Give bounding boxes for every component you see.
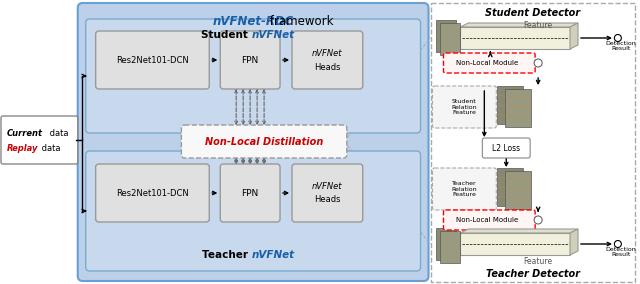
Text: Teacher
Relation
Feature: Teacher Relation Feature <box>452 181 477 197</box>
Text: L2 Loss: L2 Loss <box>492 143 520 153</box>
Text: Heads: Heads <box>314 62 340 72</box>
Text: Teacher Detector: Teacher Detector <box>486 269 580 279</box>
Text: data: data <box>47 128 68 137</box>
FancyBboxPatch shape <box>444 53 535 73</box>
Circle shape <box>534 59 542 67</box>
Text: Feature: Feature <box>523 258 552 266</box>
Text: nVFNet: nVFNet <box>252 30 294 40</box>
Text: nVFNet: nVFNet <box>252 250 294 260</box>
Text: Student
Relation
Feature: Student Relation Feature <box>452 99 477 115</box>
Text: Detection
Result: Detection Result <box>605 41 636 51</box>
Text: Detection
Result: Detection Result <box>605 247 636 257</box>
Bar <box>440 23 460 55</box>
Text: Res2Net101-DCN: Res2Net101-DCN <box>116 189 189 197</box>
Text: Replay: Replay <box>7 143 38 153</box>
Bar <box>505 89 531 127</box>
Polygon shape <box>570 23 578 49</box>
Bar <box>436 20 456 52</box>
Circle shape <box>614 241 621 247</box>
FancyBboxPatch shape <box>433 86 496 128</box>
Bar <box>497 168 523 206</box>
Text: Teacher: Teacher <box>202 250 251 260</box>
FancyBboxPatch shape <box>444 210 535 230</box>
Circle shape <box>534 216 542 224</box>
Bar <box>505 171 531 209</box>
Text: Non-Local Distillation: Non-Local Distillation <box>205 137 323 147</box>
Polygon shape <box>460 27 570 49</box>
Text: Res2Net101-DCN: Res2Net101-DCN <box>116 55 189 64</box>
FancyBboxPatch shape <box>86 19 420 133</box>
FancyBboxPatch shape <box>292 31 363 89</box>
Text: FPN: FPN <box>241 189 259 197</box>
Bar <box>436 228 456 260</box>
FancyBboxPatch shape <box>483 138 530 158</box>
FancyBboxPatch shape <box>86 151 420 271</box>
Text: Non-Local Module: Non-Local Module <box>456 60 518 66</box>
Text: Feature: Feature <box>523 20 552 30</box>
FancyBboxPatch shape <box>292 164 363 222</box>
Text: nVFNet: nVFNet <box>312 181 342 191</box>
Text: Heads: Heads <box>314 195 340 204</box>
Text: Student Detector: Student Detector <box>485 8 580 18</box>
FancyBboxPatch shape <box>95 164 209 222</box>
Text: Current: Current <box>7 128 43 137</box>
Bar <box>497 86 523 124</box>
Text: FPN: FPN <box>241 55 259 64</box>
Polygon shape <box>460 233 570 255</box>
Text: nVFNet: nVFNet <box>312 49 342 57</box>
FancyBboxPatch shape <box>220 164 280 222</box>
FancyBboxPatch shape <box>1 116 77 164</box>
FancyBboxPatch shape <box>77 3 429 281</box>
Polygon shape <box>460 23 578 27</box>
Bar <box>431 3 635 282</box>
Polygon shape <box>460 229 578 233</box>
Text: data: data <box>39 143 60 153</box>
Bar <box>440 231 460 263</box>
Polygon shape <box>570 229 578 255</box>
FancyBboxPatch shape <box>95 31 209 89</box>
Text: framework: framework <box>266 14 333 28</box>
Circle shape <box>614 34 621 41</box>
Text: Student: Student <box>200 30 251 40</box>
Text: nVFNet-RDC: nVFNet-RDC <box>212 14 294 28</box>
FancyBboxPatch shape <box>181 125 347 158</box>
Text: Non-Local Module: Non-Local Module <box>456 217 518 223</box>
FancyBboxPatch shape <box>433 168 496 210</box>
FancyBboxPatch shape <box>220 31 280 89</box>
